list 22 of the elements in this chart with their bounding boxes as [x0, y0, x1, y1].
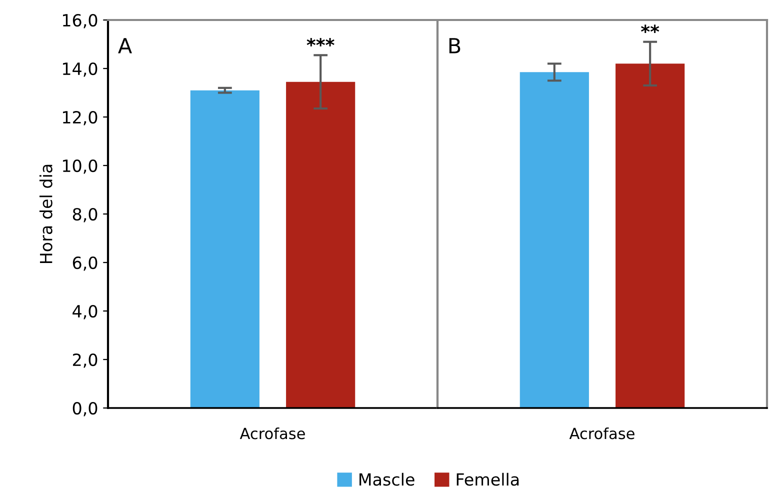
y-tick-label: 10,0 [63, 159, 98, 174]
y-tick-label: 12,0 [63, 110, 98, 126]
y-tick-label: 16,0 [63, 14, 98, 28]
y-tick-label: 6,0 [72, 256, 98, 271]
y-tick-label: 14,0 [63, 62, 98, 77]
bar [286, 82, 356, 408]
annotation: B [449, 38, 460, 54]
y-tick-label: 0,0 [72, 402, 98, 416]
x-tick-label: Acrofase [240, 427, 305, 440]
annotation: A [118, 38, 132, 54]
bar [616, 64, 685, 408]
legend-label: Femella [456, 472, 519, 486]
bar [190, 90, 260, 408]
y-tick-label: 8,0 [72, 208, 98, 222]
x-tick-label: Acrofase [569, 427, 634, 440]
bar [520, 72, 589, 408]
annotation: ** [641, 24, 660, 34]
legend-label: Mascle [360, 472, 414, 486]
annotation: *** [306, 38, 334, 46]
y-tick-label: 2,0 [72, 353, 98, 368]
y-axis-title: Hora del dia [39, 164, 52, 264]
y-tick-label: 4,0 [72, 304, 98, 320]
